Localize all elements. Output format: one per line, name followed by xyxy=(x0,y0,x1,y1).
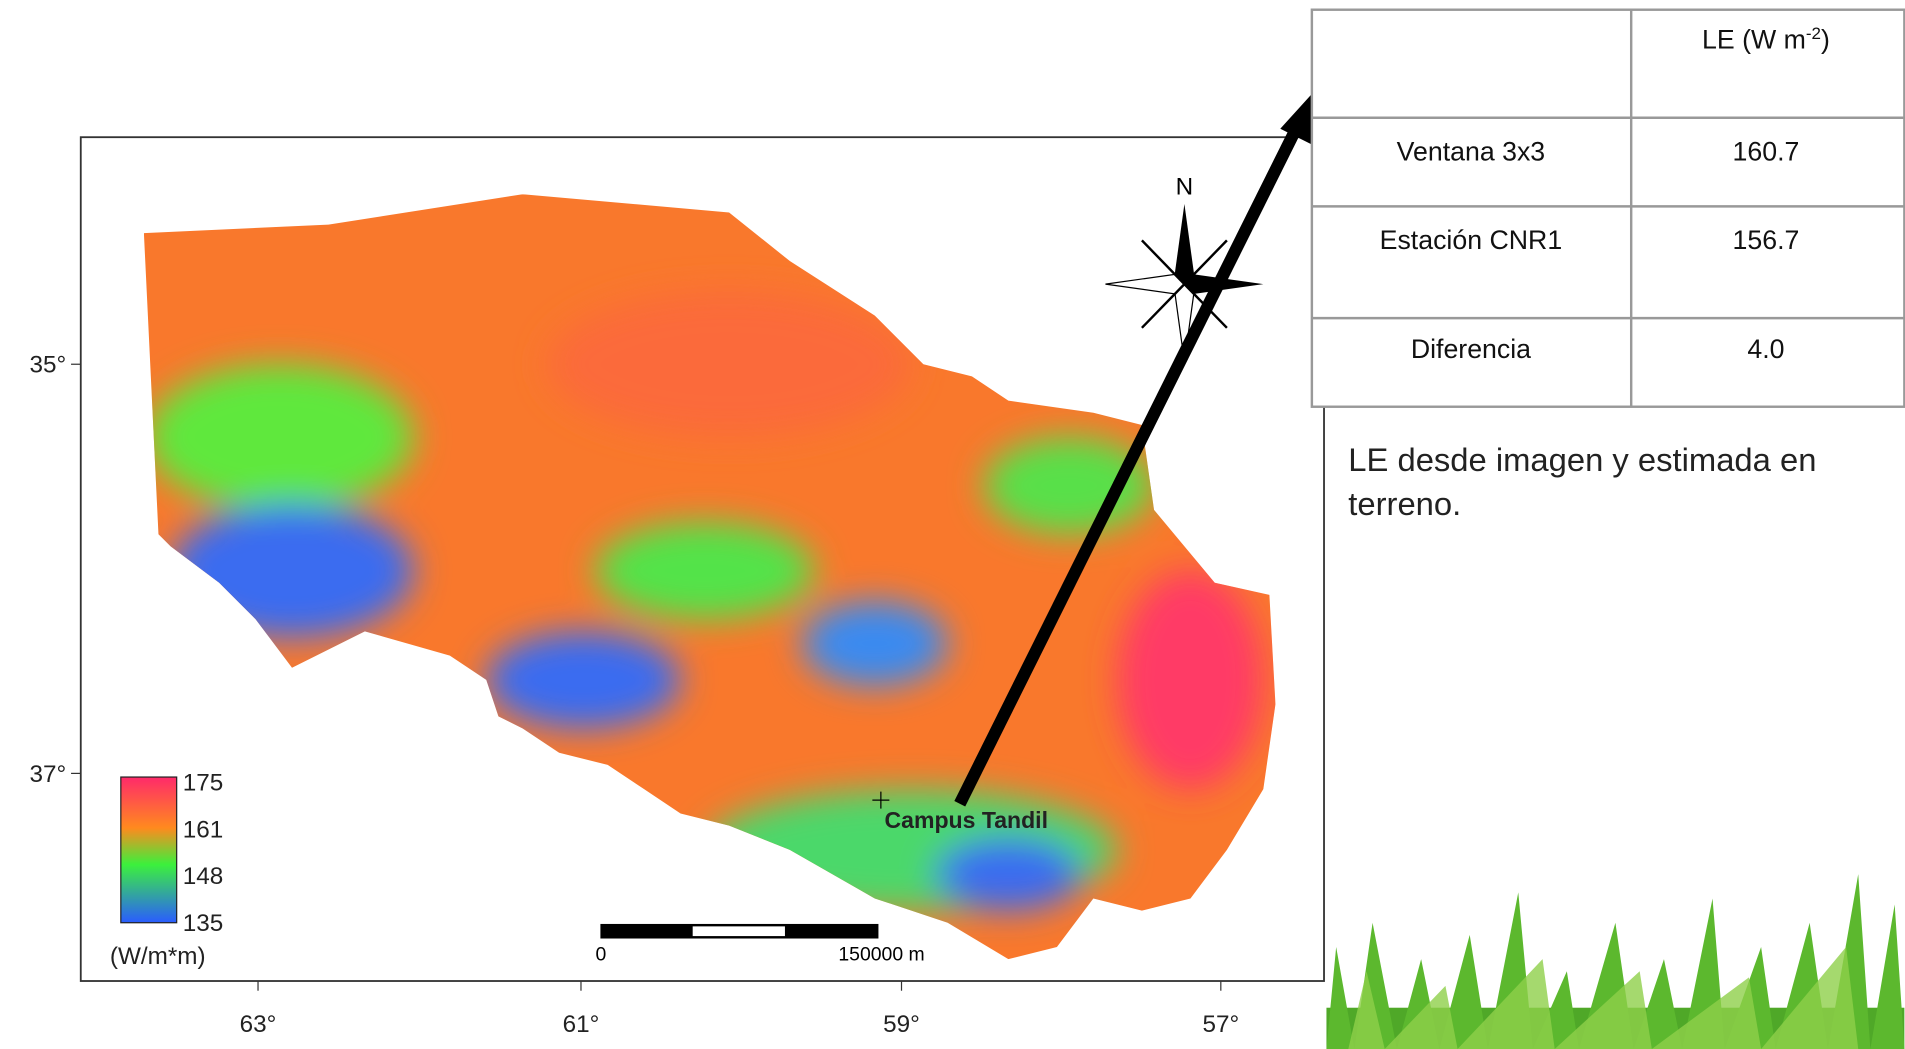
scale-end: 150000 m xyxy=(838,943,924,965)
table-cell: Ventana 3x3 xyxy=(1397,136,1545,166)
lon-label: 63° xyxy=(240,1011,277,1038)
slide: 35° 37° 63° 61° 59° 57° 175 161 148 135 … xyxy=(0,0,1905,1049)
colorbar-label: 148 xyxy=(183,863,224,890)
caption: terreno. xyxy=(1348,485,1461,522)
table-cell: 160.7 xyxy=(1733,136,1800,166)
table-cell: 156.7 xyxy=(1733,225,1800,255)
table: LE (W m-2) Ventana 3x3 160.7 Estación CN… xyxy=(1312,10,1904,407)
table-cell: Estación CNR1 xyxy=(1380,225,1563,255)
table-cell: 4.0 xyxy=(1747,334,1784,364)
grass xyxy=(1326,874,1904,1049)
colorbar-label: 175 xyxy=(183,769,224,796)
lat-label: 37° xyxy=(29,761,66,788)
table-cell: Diferencia xyxy=(1411,334,1531,364)
colorbar-label: 161 xyxy=(183,817,224,844)
lat-label: 35° xyxy=(29,352,66,379)
north-label: N xyxy=(1176,173,1194,200)
page: {"map": { "lat_labels": ["35°", "37°"], … xyxy=(0,0,1905,1049)
caption: LE desde imagen y estimada en xyxy=(1348,441,1816,478)
lon-label: 57° xyxy=(1202,1011,1239,1038)
lon-label: 61° xyxy=(563,1011,600,1038)
scale-start: 0 xyxy=(596,943,607,965)
lon-label: 59° xyxy=(883,1011,920,1038)
colorbar-unit: (W/m*m) xyxy=(110,943,206,970)
site-label: Campus Tandil xyxy=(885,807,1048,833)
colorbar-label: 135 xyxy=(183,910,224,937)
